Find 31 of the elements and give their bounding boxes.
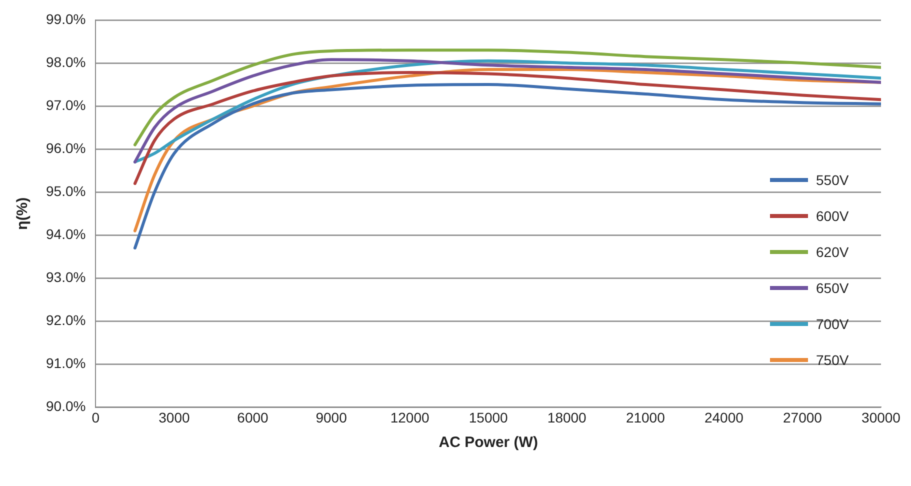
legend-label: 620V: [816, 244, 849, 260]
x-tick-label: 9000: [316, 409, 348, 426]
y-tick-label: 95.0%: [46, 182, 86, 199]
y-tick-label: 91.0%: [46, 355, 86, 372]
y-tick-label: 90.0%: [46, 398, 86, 414]
y-tick-label: 97.0%: [46, 96, 86, 113]
x-tick-label: 0: [92, 409, 100, 426]
y-tick-label: 99.0%: [46, 10, 86, 27]
y-tick-label: 92.0%: [46, 312, 86, 328]
legend-label: 550V: [816, 172, 849, 188]
y-tick-label: 96.0%: [46, 140, 86, 156]
x-tick-label: 30000: [862, 409, 901, 426]
x-tick-label: 21000: [626, 409, 666, 426]
legend-label: 750V: [816, 352, 849, 368]
y-tick-label: 98.0%: [46, 54, 86, 70]
legend-label: 700V: [816, 316, 849, 332]
x-tick-label: 15000: [468, 409, 508, 426]
x-tick-label: 3000: [158, 409, 190, 426]
x-tick-label: 24000: [704, 409, 744, 426]
x-tick-label: 27000: [783, 409, 822, 426]
y-tick-label: 93.0%: [46, 268, 86, 285]
y-axis-title: η(%): [14, 197, 32, 230]
line-series: [133, 70, 881, 185]
line-series: [133, 48, 881, 146]
y-tick-label: 94.0%: [46, 226, 86, 242]
x-tick-label: 18000: [547, 409, 587, 426]
legend-label: 650V: [816, 280, 849, 296]
x-axis-title: AC Power (W): [438, 434, 538, 452]
x-tick-label: 12000: [390, 409, 430, 426]
legend-label: 600V: [816, 208, 849, 224]
x-tick-label: 6000: [237, 409, 269, 426]
